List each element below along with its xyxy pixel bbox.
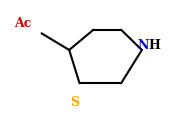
Text: N: N: [137, 39, 149, 52]
Text: S: S: [70, 96, 79, 109]
Text: H: H: [149, 39, 161, 52]
Text: Ac: Ac: [14, 17, 31, 30]
